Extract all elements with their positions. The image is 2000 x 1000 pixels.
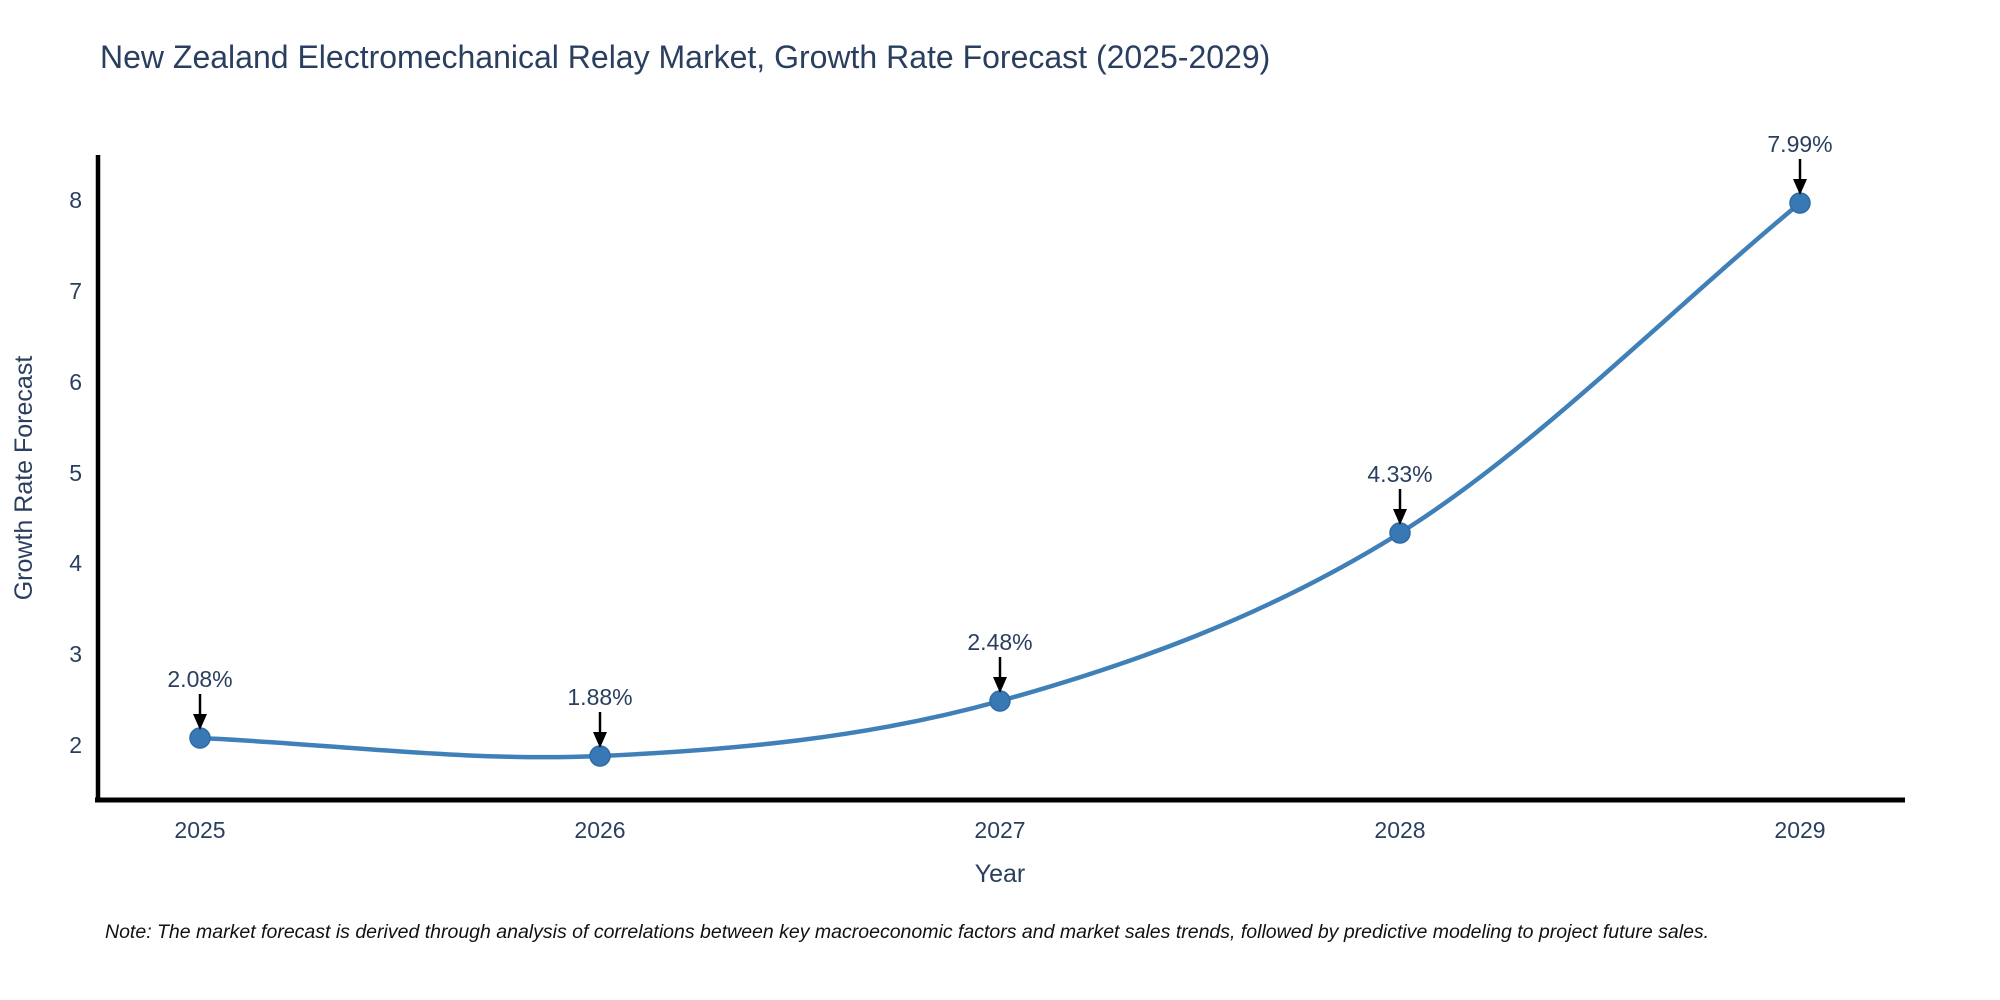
footnote: Note: The market forecast is derived thr… — [105, 921, 1709, 943]
data-point-2029 — [1789, 192, 1811, 214]
y-tick-8: 8 — [69, 187, 82, 213]
y-axis-title: Growth Rate Forecast — [10, 356, 38, 601]
annotation-arrow-2025 — [193, 694, 207, 730]
y-tick-7: 7 — [69, 278, 82, 304]
y-tick-6: 6 — [69, 369, 82, 395]
x-tick-2027: 2027 — [974, 817, 1025, 843]
x-axis-title: Year — [975, 860, 1026, 888]
annotation-label-2025: 2.08% — [167, 666, 232, 692]
annotation-label-2027: 2.48% — [967, 629, 1032, 655]
annotation-label-2029: 7.99% — [1767, 131, 1832, 157]
data-point-2027 — [989, 690, 1011, 712]
annotation-arrow-2027 — [993, 657, 1007, 693]
annotation-arrow-2028 — [1393, 489, 1407, 525]
annotation-label-2026: 1.88% — [567, 684, 632, 710]
annotation-arrow-2026 — [593, 712, 607, 748]
y-tick-3: 3 — [69, 641, 82, 667]
y-tick-2: 2 — [69, 732, 82, 758]
data-point-2028 — [1389, 522, 1411, 544]
y-tick-4: 4 — [69, 550, 82, 576]
x-tick-2025: 2025 — [174, 817, 225, 843]
data-point-2026 — [589, 745, 611, 767]
data-point-2025 — [189, 727, 211, 749]
annotation-arrow-2029 — [1793, 159, 1807, 195]
y-tick-5: 5 — [69, 460, 82, 486]
x-tick-2029: 2029 — [1774, 817, 1825, 843]
x-tick-2026: 2026 — [574, 817, 625, 843]
chart-title: New Zealand Electromechanical Relay Mark… — [100, 39, 1270, 75]
x-tick-2028: 2028 — [1374, 817, 1425, 843]
annotation-label-2028: 4.33% — [1367, 461, 1432, 487]
